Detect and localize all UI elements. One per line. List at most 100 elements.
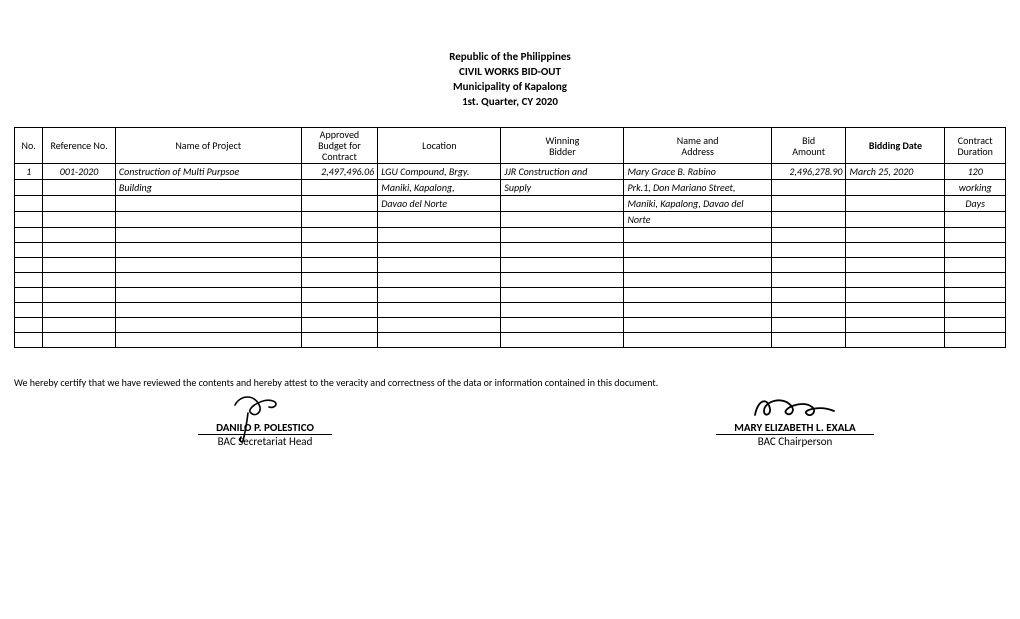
cell-win bbox=[501, 273, 624, 288]
cell-loc bbox=[378, 303, 501, 318]
signatory-2-title: BAC Chairperson bbox=[758, 435, 833, 448]
cell-dur bbox=[945, 303, 1006, 318]
cell-bud bbox=[301, 196, 378, 212]
cell-date bbox=[846, 273, 945, 288]
cell-amt bbox=[771, 196, 846, 212]
cell-ref: 001-2020 bbox=[43, 164, 116, 180]
certification-text: We hereby certify that we have reviewed … bbox=[14, 376, 1006, 389]
cell-date bbox=[846, 180, 945, 196]
cell-dur bbox=[945, 228, 1006, 243]
col-ref: Reference No. bbox=[43, 128, 116, 164]
cell-dur bbox=[945, 318, 1006, 333]
cell-bud bbox=[301, 228, 378, 243]
cell-bud bbox=[301, 288, 378, 303]
cell-bud bbox=[301, 318, 378, 333]
header-line-2: CIVIL WORKS BID-OUT bbox=[0, 65, 1020, 80]
cell-ref bbox=[43, 303, 116, 318]
cell-proj bbox=[115, 196, 301, 212]
cell-ref bbox=[43, 273, 116, 288]
cell-loc bbox=[378, 318, 501, 333]
signature-2: MARY ELIZABETH L. EXALA BAC Chairperson bbox=[680, 395, 910, 448]
cell-win bbox=[501, 303, 624, 318]
cell-proj bbox=[115, 318, 301, 333]
cell-ref bbox=[43, 258, 116, 273]
col-no: No. bbox=[15, 128, 43, 164]
cell-bud bbox=[301, 273, 378, 288]
cell-no bbox=[15, 228, 43, 243]
table-row: 1001-2020Construction of Multi Purpsoe2,… bbox=[15, 164, 1006, 180]
cell-ref bbox=[43, 212, 116, 228]
cell-amt bbox=[771, 318, 846, 333]
cell-amt bbox=[771, 180, 846, 196]
cell-amt: 2,496,278.90 bbox=[771, 164, 846, 180]
col-amt: Bid Amount bbox=[771, 128, 846, 164]
cell-dur bbox=[945, 258, 1006, 273]
cell-date bbox=[846, 288, 945, 303]
cell-win bbox=[501, 318, 624, 333]
cell-loc: Maniki, Kapalong, bbox=[378, 180, 501, 196]
cell-dur bbox=[945, 273, 1006, 288]
cell-no bbox=[15, 288, 43, 303]
cell-win bbox=[501, 258, 624, 273]
cell-name: Prk.1, Don Mariano Street, bbox=[624, 180, 771, 196]
cell-name bbox=[624, 243, 771, 258]
cell-amt bbox=[771, 258, 846, 273]
cell-ref bbox=[43, 318, 116, 333]
cell-dur: working bbox=[945, 180, 1006, 196]
col-loc: Location bbox=[378, 128, 501, 164]
cell-date bbox=[846, 333, 945, 348]
cell-loc bbox=[378, 288, 501, 303]
cell-proj bbox=[115, 333, 301, 348]
signature-mark-icon bbox=[740, 387, 850, 427]
cell-amt bbox=[771, 273, 846, 288]
cell-amt bbox=[771, 288, 846, 303]
document-header: Republic of the Philippines CIVIL WORKS … bbox=[0, 0, 1020, 109]
header-line-3: Municipality of Kapalong bbox=[0, 80, 1020, 95]
cell-bud bbox=[301, 303, 378, 318]
cell-loc bbox=[378, 258, 501, 273]
col-bud: Approved Budget for Contract bbox=[301, 128, 378, 164]
cell-proj bbox=[115, 243, 301, 258]
cell-proj bbox=[115, 288, 301, 303]
cell-bud bbox=[301, 212, 378, 228]
cell-proj bbox=[115, 228, 301, 243]
table-row bbox=[15, 303, 1006, 318]
cell-ref bbox=[43, 180, 116, 196]
cell-win bbox=[501, 333, 624, 348]
cell-name bbox=[624, 303, 771, 318]
cell-no bbox=[15, 196, 43, 212]
table-body: 1001-2020Construction of Multi Purpsoe2,… bbox=[15, 164, 1006, 348]
cell-no bbox=[15, 212, 43, 228]
cell-loc: Davao del Norte bbox=[378, 196, 501, 212]
cell-win bbox=[501, 212, 624, 228]
cell-date bbox=[846, 318, 945, 333]
cell-name bbox=[624, 273, 771, 288]
signatures: DANILO P. POLESTICO BAC Secretariat Head… bbox=[0, 395, 1020, 448]
cell-date bbox=[846, 212, 945, 228]
cell-name: Norte bbox=[624, 212, 771, 228]
col-win: Winning Bidder bbox=[501, 128, 624, 164]
cell-proj bbox=[115, 303, 301, 318]
cell-no bbox=[15, 258, 43, 273]
table-row: Norte bbox=[15, 212, 1006, 228]
col-name: Name and Address bbox=[624, 128, 771, 164]
cell-date bbox=[846, 303, 945, 318]
table-row: BuildingManiki, Kapalong,SupplyPrk.1, Do… bbox=[15, 180, 1006, 196]
cell-win bbox=[501, 243, 624, 258]
cell-date bbox=[846, 258, 945, 273]
cell-no bbox=[15, 318, 43, 333]
cell-date bbox=[846, 228, 945, 243]
cell-bud bbox=[301, 180, 378, 196]
table-row bbox=[15, 258, 1006, 273]
cell-ref bbox=[43, 196, 116, 212]
cell-ref bbox=[43, 288, 116, 303]
cell-name: Maniki, Kapalong, Davao del bbox=[624, 196, 771, 212]
cell-name bbox=[624, 258, 771, 273]
cell-no bbox=[15, 243, 43, 258]
cell-dur bbox=[945, 288, 1006, 303]
cell-loc bbox=[378, 333, 501, 348]
cell-name bbox=[624, 318, 771, 333]
cell-win: Supply bbox=[501, 180, 624, 196]
table-row bbox=[15, 318, 1006, 333]
cell-no: 1 bbox=[15, 164, 43, 180]
